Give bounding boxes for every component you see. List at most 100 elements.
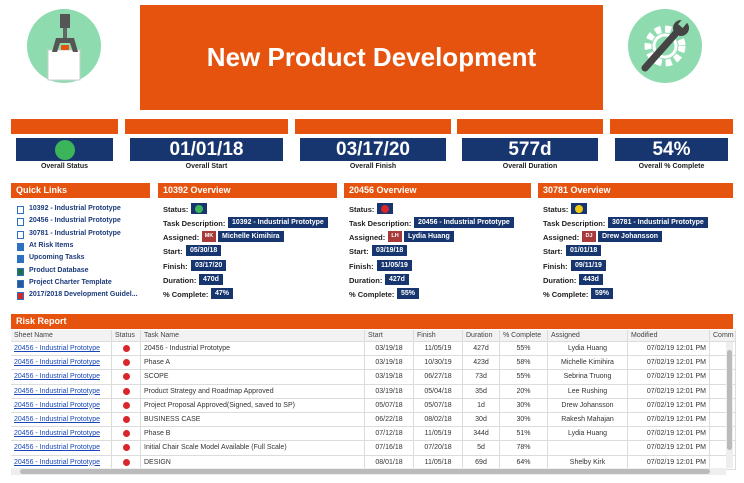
status-dot [122, 430, 130, 438]
metric-label: Overall Start [185, 163, 228, 170]
field-label: Status: [349, 205, 375, 214]
cell-text: 427d [473, 345, 489, 352]
status-dot [122, 373, 130, 381]
field-label: Assigned: [163, 233, 200, 243]
cell-text: 423d [473, 359, 489, 367]
field-value: 55% [397, 288, 420, 299]
metric-label: Overall % Complete [638, 163, 705, 170]
cell-text: 58% [516, 359, 531, 367]
field-label: % Complete: [349, 290, 395, 299]
table-cell: Phase A [141, 356, 365, 371]
sheet-link[interactable]: 20456 - Industrial Prototype [14, 444, 100, 452]
status-dot [122, 387, 130, 395]
quick-link[interactable]: Product Database [29, 266, 89, 274]
scrollbar-thumb [20, 469, 710, 474]
quick-link[interactable]: At Risk Items [29, 241, 74, 249]
metric-label: Overall Status [40, 163, 89, 170]
table-cell: 07/02/19 12:01 PM [628, 356, 710, 371]
link-icon [17, 279, 24, 288]
sheet-link[interactable]: 20456 - Industrial Prototype [14, 345, 100, 352]
cell-text: 07/02/19 12:01 PM [646, 430, 706, 438]
cell-text: 10/30/19 [424, 359, 452, 367]
cell-text: 07/20/18 [424, 444, 452, 452]
sheet-link[interactable]: 20456 - Industrial Prototype [14, 359, 100, 367]
table-cell: 07/02/19 12:01 PM [628, 370, 710, 385]
cell-text: 03/19/18 [375, 387, 403, 395]
metric-box [16, 138, 113, 161]
field-value: 05/30/18 [186, 245, 222, 257]
column-header: Assigned [548, 330, 628, 342]
sheet-link[interactable]: 20456 - Industrial Prototype [14, 458, 100, 466]
metric-bar [457, 119, 603, 134]
overview-header: 20456 Overview [344, 183, 531, 198]
table-cell: 10/30/19 [414, 356, 463, 371]
table-cell [112, 356, 141, 371]
cell-text: Phase A [144, 359, 171, 367]
field-label: Finish: [349, 261, 374, 271]
field-value: 11/05/19 [377, 259, 412, 271]
table-cell: 11/05/19 [414, 342, 463, 357]
field-value: 09/11/19 [571, 259, 606, 271]
table-cell: BUSINESS CASE [141, 413, 365, 428]
status-box [377, 203, 393, 214]
table-cell: 30% [500, 398, 548, 413]
status-dot [575, 204, 583, 213]
robot-icon [27, 9, 101, 83]
cell-text: 20456 - Industrial Prototype [144, 345, 230, 352]
metric-box: 54% [615, 138, 728, 161]
sheet-link[interactable]: 20456 - Industrial Prototype [14, 373, 100, 381]
status-dot [122, 444, 130, 452]
table-cell: 20456 - Industrial Prototype [11, 427, 112, 442]
quick-link[interactable]: 20456 - Industrial Prototype [29, 217, 121, 225]
cell-text: 11/05/18 [424, 458, 452, 466]
table-cell: 03/19/18 [365, 356, 414, 371]
table-cell: 20456 - Industrial Prototype [11, 413, 112, 428]
cell-text: 07/02/19 12:01 PM [646, 416, 706, 423]
table-cell [112, 398, 141, 413]
cell-text: 55% [516, 345, 531, 352]
field-label: Start: [163, 247, 183, 257]
table-cell: Sebrina Truong [548, 370, 628, 385]
table-cell: 20456 - Industrial Prototype [11, 342, 112, 357]
cell-text: 64% [516, 458, 531, 466]
table-cell [112, 342, 141, 357]
table-cell: 03/19/18 [365, 384, 414, 399]
cell-text: 07/12/18 [375, 430, 403, 438]
cell-text: 05/07/18 [375, 401, 403, 409]
quick-link[interactable]: 2017/2018 Development Guidel... [29, 291, 138, 299]
sheet-link[interactable]: 20456 - Industrial Prototype [14, 416, 100, 423]
field-label: Duration: [543, 275, 577, 285]
cell-text: 03/19/18 [375, 373, 403, 381]
field-label: Task Description: [163, 219, 226, 228]
tools-icon [628, 9, 702, 83]
sheet-link[interactable]: 20456 - Industrial Prototype [14, 401, 100, 409]
link-icon [17, 218, 24, 227]
table-cell: 55% [500, 342, 548, 357]
cell-text: Lee Rushing [567, 387, 608, 395]
quick-link[interactable]: 10392 - Industrial Prototype [29, 205, 121, 212]
overview-header: 30781 Overview [538, 183, 733, 198]
column-header: Modified [628, 330, 710, 342]
table-cell: 55% [500, 370, 548, 385]
table-cell: 427d [463, 342, 500, 357]
column-header: % Complete [500, 330, 548, 342]
field-value: 443d [579, 273, 603, 285]
metric-bar [295, 119, 451, 134]
table-cell: 73d [463, 370, 500, 385]
quick-link[interactable]: 30781 - Industrial Prototype [29, 229, 121, 237]
field-value: 47% [211, 288, 234, 299]
field-label: % Complete: [163, 290, 209, 299]
quick-link[interactable]: Upcoming Tasks [29, 254, 85, 262]
scrollbar-thumb [727, 350, 732, 450]
quick-link[interactable]: Project Charter Template [29, 278, 112, 286]
cell-text: 20% [516, 387, 531, 395]
metric-label: Overall Duration [502, 163, 558, 170]
table-cell [112, 413, 141, 428]
table-cell: 11/05/19 [414, 427, 463, 442]
table-cell [548, 441, 628, 456]
field-label: Finish: [543, 261, 568, 271]
column-header: Finish [414, 330, 463, 342]
sheet-link[interactable]: 20456 - Industrial Prototype [14, 430, 100, 438]
quick-links-header: Quick Links [11, 183, 150, 198]
sheet-link[interactable]: 20456 - Industrial Prototype [14, 387, 100, 395]
